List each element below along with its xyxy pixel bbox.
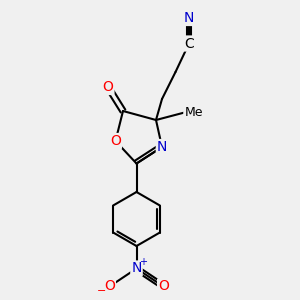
- Text: +: +: [139, 257, 147, 267]
- Text: O: O: [104, 280, 115, 293]
- Text: C: C: [184, 37, 194, 50]
- Text: O: O: [103, 80, 113, 94]
- Text: N: N: [184, 11, 194, 25]
- Text: Me: Me: [184, 106, 203, 119]
- Text: N: N: [131, 262, 142, 275]
- Text: −: −: [97, 286, 107, 296]
- Text: O: O: [110, 134, 121, 148]
- Text: N: N: [157, 140, 167, 154]
- Text: O: O: [158, 280, 169, 293]
